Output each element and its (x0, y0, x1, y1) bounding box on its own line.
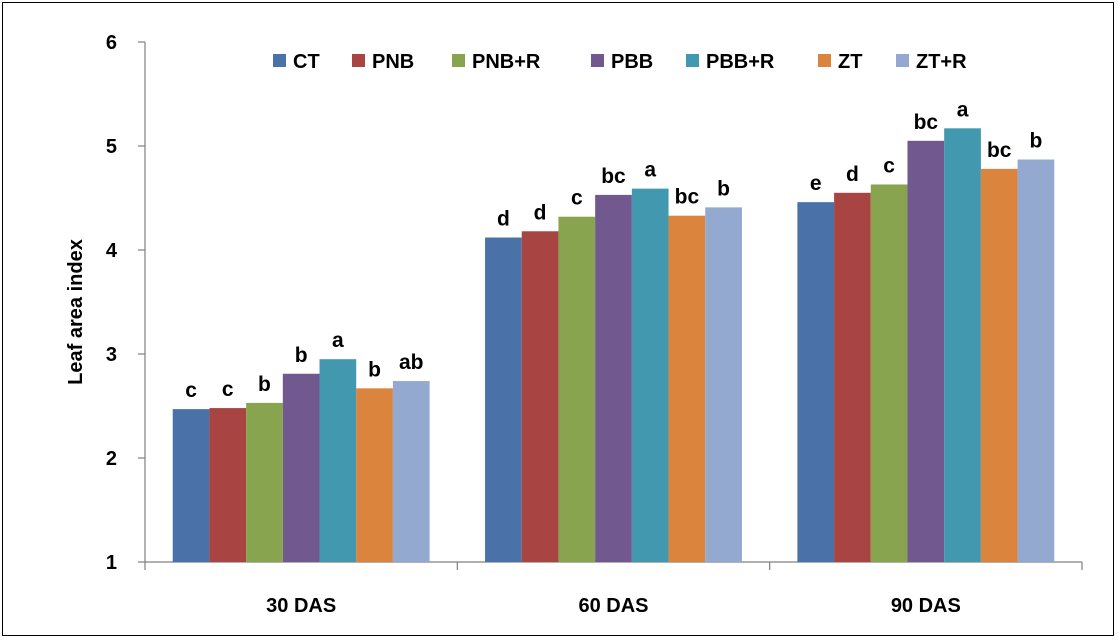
bar (980, 168, 1018, 562)
legend-swatch (273, 54, 286, 67)
bar-data-label: e (810, 172, 822, 195)
bar (705, 207, 742, 563)
bar-data-label: a (957, 98, 969, 121)
bar (172, 409, 210, 562)
bar (834, 192, 871, 563)
legend-swatch (686, 54, 699, 67)
bar-data-label: a (644, 159, 656, 182)
x-category-label: 30 DAS (266, 595, 336, 617)
y-tick-label: 6 (106, 32, 117, 54)
bar (356, 388, 393, 562)
y-tick-label: 5 (106, 136, 117, 158)
bar (907, 140, 945, 563)
legend-swatch (591, 54, 604, 67)
bar (246, 402, 283, 562)
legend-label: PBB+R (706, 51, 775, 73)
legend-swatch (818, 54, 831, 67)
legend-swatch (452, 54, 465, 67)
legend-swatch (352, 54, 365, 67)
bar (797, 202, 835, 562)
y-tick-label: 4 (106, 240, 118, 262)
bar (209, 408, 247, 562)
legend-label: ZT+R (916, 51, 967, 73)
legend-label: PNB+R (472, 51, 541, 73)
bar (319, 359, 357, 562)
bar-data-label: bc (601, 165, 626, 188)
x-category-label: 90 DAS (891, 595, 961, 617)
bar-data-label: c (883, 154, 895, 177)
bar-data-label: c (222, 378, 234, 401)
bar (631, 188, 669, 562)
bar-data-label: d (534, 201, 547, 224)
bar-data-label: bc (987, 139, 1012, 162)
bar (944, 128, 981, 562)
bar (558, 216, 596, 562)
chart-legend: CT PNB PNB+R PBB PBB+R ZT ZT+R (273, 51, 967, 73)
bar (595, 194, 632, 562)
y-tick-label: 2 (106, 448, 117, 470)
bar-data-label: c (185, 379, 197, 402)
bar (870, 184, 908, 563)
y-tick-label: 1 (106, 552, 117, 574)
bar-data-label: bc (914, 111, 939, 134)
bar-data-label: d (846, 163, 859, 186)
bar-data-label: c (571, 187, 583, 210)
y-axis-title: Leaf area index (65, 239, 87, 385)
legend-label: PBB (611, 51, 653, 73)
bar (668, 215, 706, 562)
bar-data-label: b (717, 177, 730, 200)
bar (1017, 159, 1055, 562)
bar-data-label: a (332, 329, 344, 352)
bar-data-label: b (1030, 130, 1043, 153)
y-tick-label: 3 (106, 344, 117, 366)
x-category-label: 60 DAS (578, 595, 648, 617)
bar-data-label: ab (399, 351, 424, 374)
bar (485, 237, 522, 562)
bar-data-label: b (368, 358, 381, 381)
bar-data-label: bc (675, 186, 700, 209)
bar-data-label: b (258, 373, 271, 396)
bar (392, 381, 430, 562)
bar-data-label: b (295, 344, 308, 367)
bar (282, 373, 320, 562)
legend-label: ZT (838, 51, 862, 73)
bar (521, 231, 559, 562)
legend-label: CT (293, 51, 320, 73)
legend-swatch (896, 54, 909, 67)
bar-data-label: d (497, 208, 510, 231)
legend-label: PNB (372, 51, 414, 73)
